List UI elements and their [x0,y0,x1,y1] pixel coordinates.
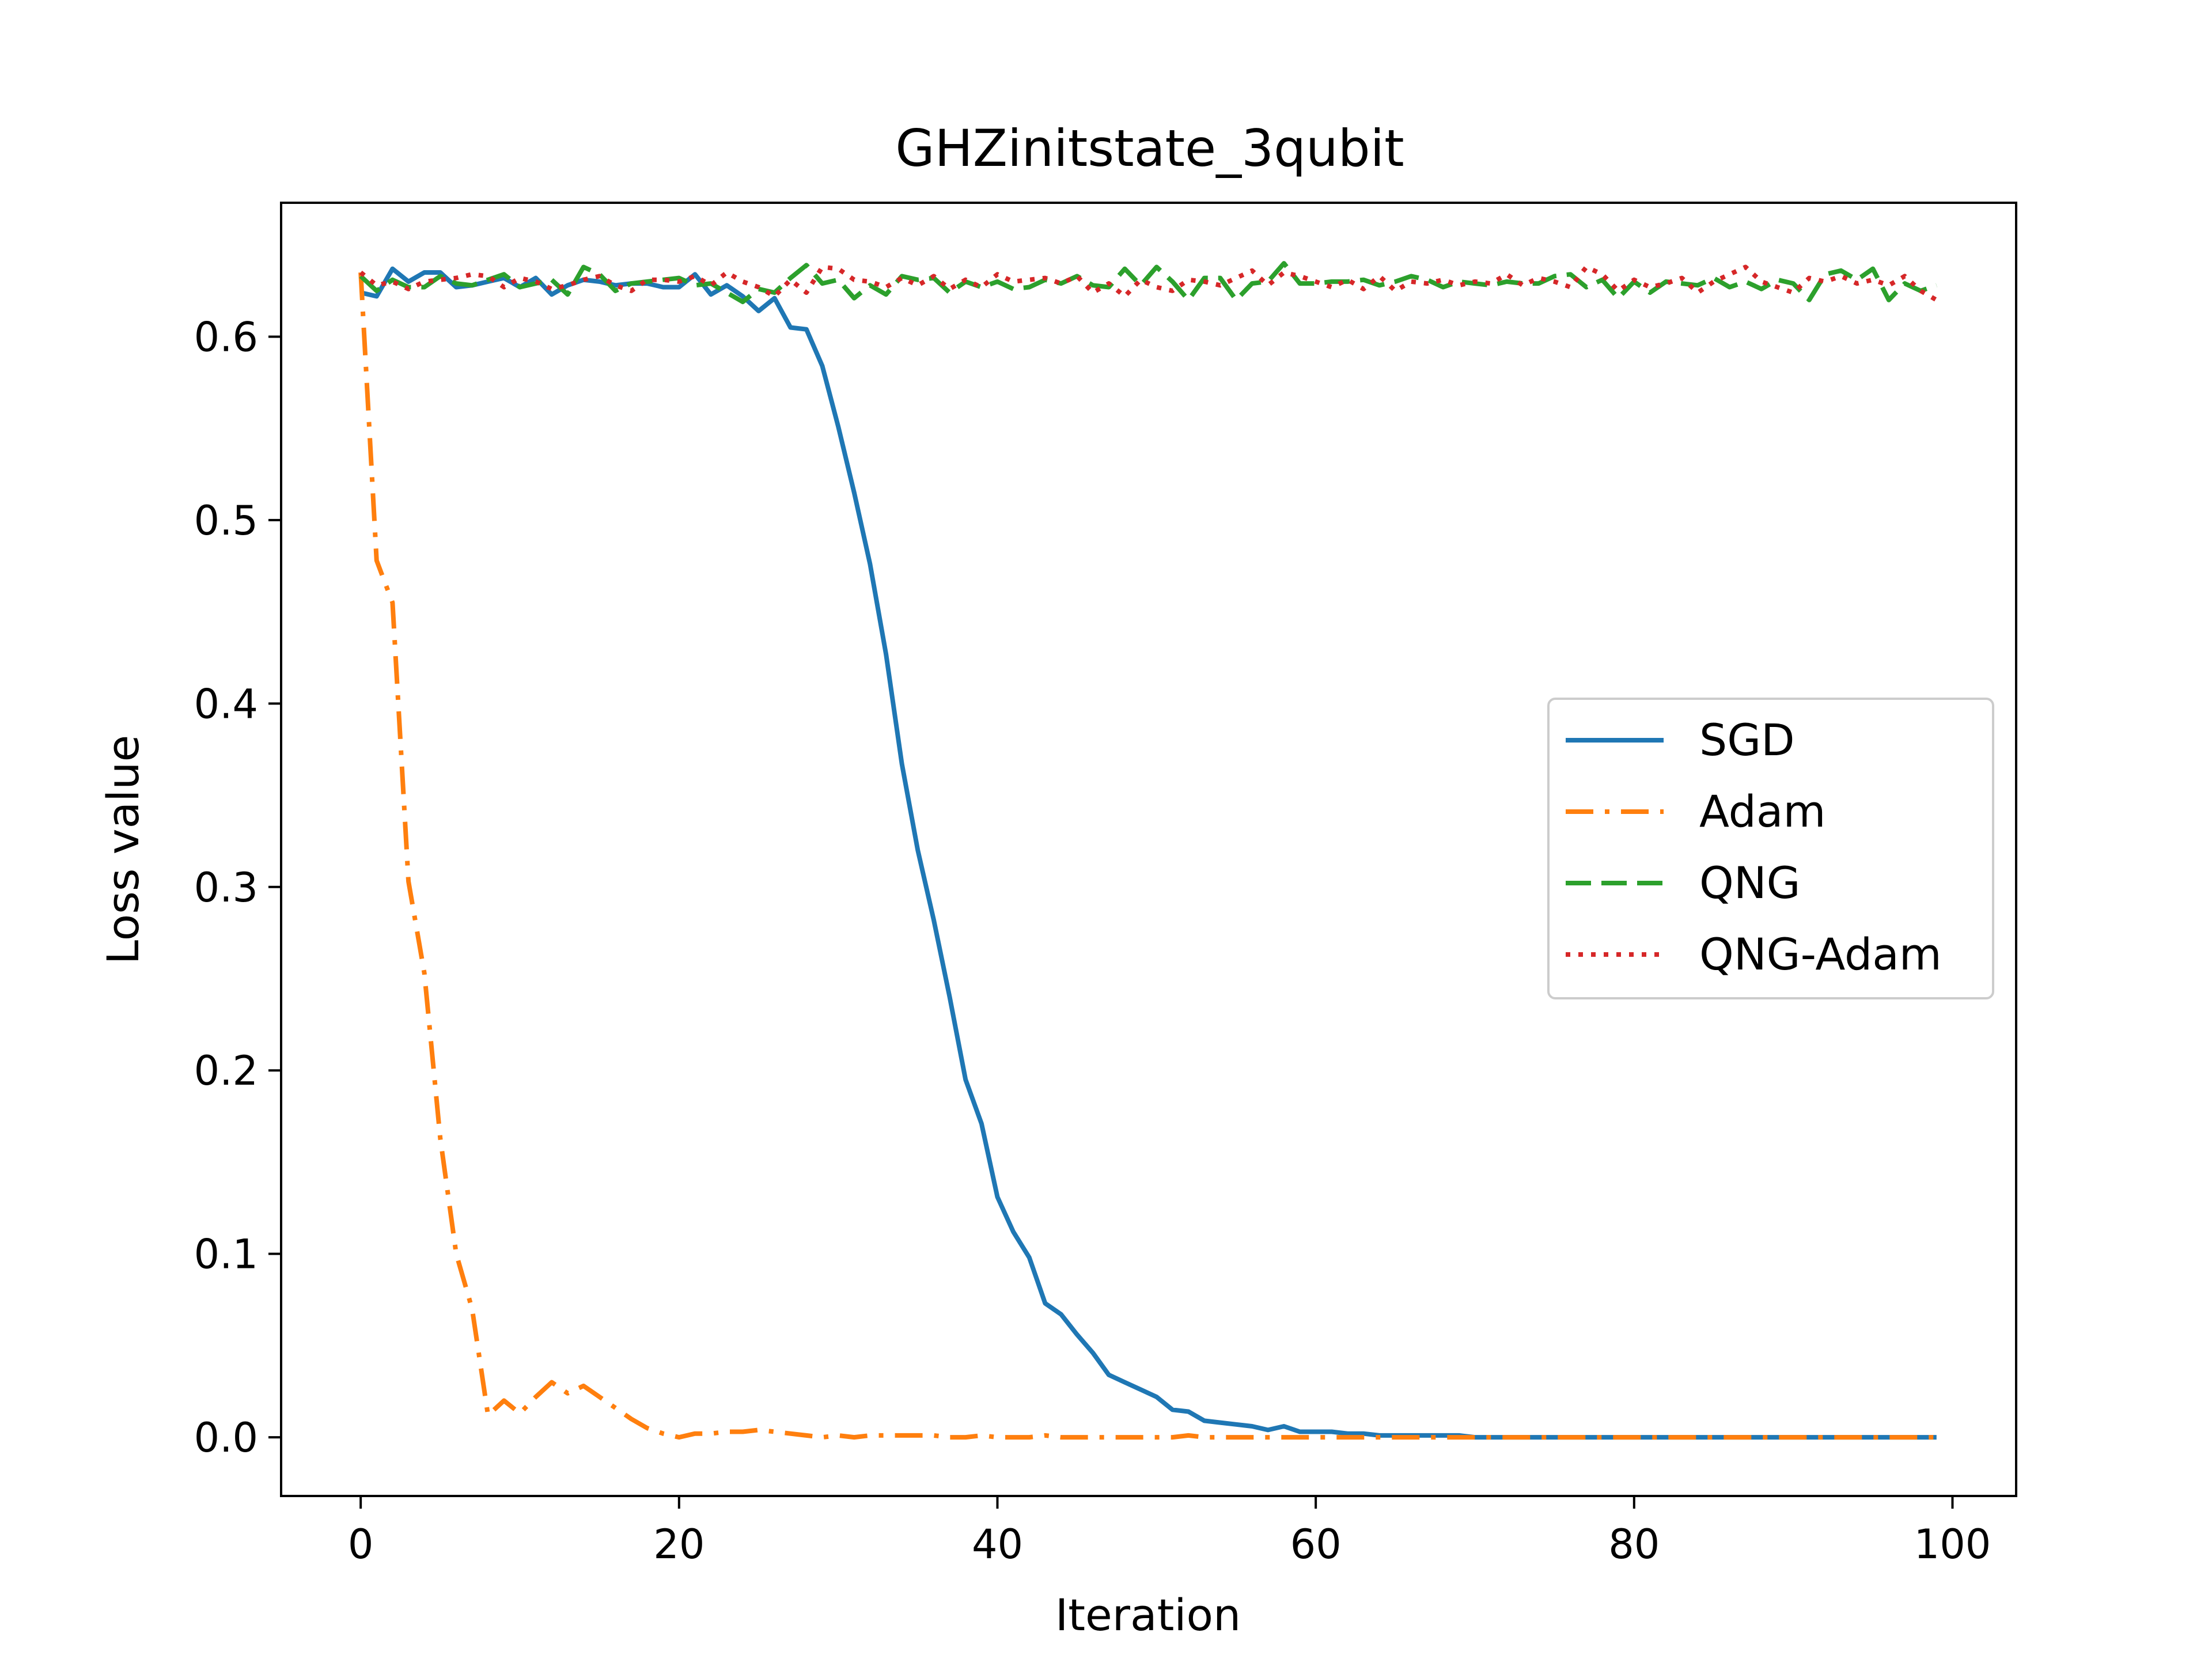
legend-label: QNG-Adam [1699,929,1942,980]
y-tick-label: 0.5 [194,497,258,544]
y-tick-label: 0.4 [194,680,258,728]
x-tick-label: 0 [348,1521,374,1568]
x-tick-label: 80 [1608,1521,1660,1568]
legend-label: SGD [1699,714,1795,766]
series-layer [358,261,1938,1440]
axes-frame [280,202,2017,1497]
x-tick-label: 100 [1914,1521,1991,1568]
chart-title: GHZinitstate_3qubit [895,119,1404,178]
x-tick-label: 60 [1290,1521,1342,1568]
x-axis-ticks: 0 20 40 60 80 100 [348,1496,1991,1568]
legend: SGD Adam QNG QNG-Adam [1547,698,1994,999]
series-line-qng-adam [359,264,1938,302]
x-tick-label: 40 [972,1521,1023,1568]
y-axis-label: Loss value [97,735,149,964]
y-axis-ticks: 0.0 0.1 0.2 0.3 0.4 0.5 0.6 [194,313,281,1461]
legend-label: QNG [1699,857,1801,908]
legend-label: Adam [1699,786,1826,837]
x-axis-label: Iteration [1055,1589,1241,1641]
legend-box [1547,698,1994,999]
y-tick-label: 0.6 [194,313,258,361]
y-tick-label: 0.3 [194,864,258,911]
series-line-qng [359,261,1938,304]
y-tick-label: 0.1 [194,1231,258,1278]
y-tick-label: 0.2 [194,1047,258,1094]
legend-items: SGD Adam QNG QNG-Adam [1566,714,1942,980]
series-line-adam [358,272,1937,1440]
x-tick-label: 20 [653,1521,704,1568]
y-tick-label: 0.0 [194,1414,258,1461]
